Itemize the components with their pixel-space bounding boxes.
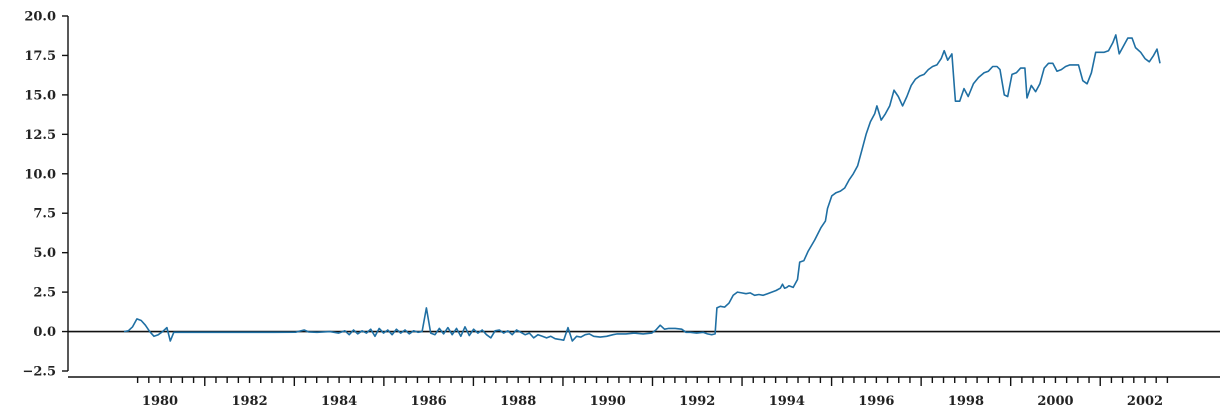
series-layer <box>123 34 1161 342</box>
y-tick-label: 2.5 <box>33 286 56 301</box>
y-tick-label: 15.0 <box>24 88 56 103</box>
x-tick-label: 1980 <box>142 394 178 409</box>
x-axis: 1980 1982 1984 1986 1988 1990 1992 1994 1996 1998… <box>68 376 1220 409</box>
x-tick-label: 1992 <box>679 394 715 409</box>
y-tick-label: −2.5 <box>22 365 56 380</box>
x-tick-label: 1990 <box>590 394 626 409</box>
y-tick-label: 5.0 <box>33 246 56 261</box>
x-tick-label: 1996 <box>858 394 894 409</box>
x-tick-label: 2000 <box>1037 394 1073 409</box>
x-tick-label: 1986 <box>411 394 447 409</box>
x-tick-label: 1982 <box>231 394 267 409</box>
x-tick-label: 1998 <box>948 394 984 409</box>
y-tick-label: 17.5 <box>24 49 56 64</box>
y-tick-label: 12.5 <box>24 128 56 143</box>
y-tick-label: 20.0 <box>24 10 56 25</box>
x-tick-label: 2002 <box>1127 394 1163 409</box>
y-tick-label: 7.5 <box>33 207 56 222</box>
y-axis: −2.5 0.0 2.5 5.0 7.5 10.0 12.5 15.0 17.5 20.0 <box>22 10 1220 380</box>
y-tick-label: 0.0 <box>33 325 56 340</box>
x-tick-label: 1988 <box>500 394 536 409</box>
series-line <box>123 34 1161 342</box>
x-tick-label: 1984 <box>321 394 357 409</box>
x-tick-label: 1994 <box>769 394 805 409</box>
y-tick-label: 10.0 <box>24 167 56 182</box>
